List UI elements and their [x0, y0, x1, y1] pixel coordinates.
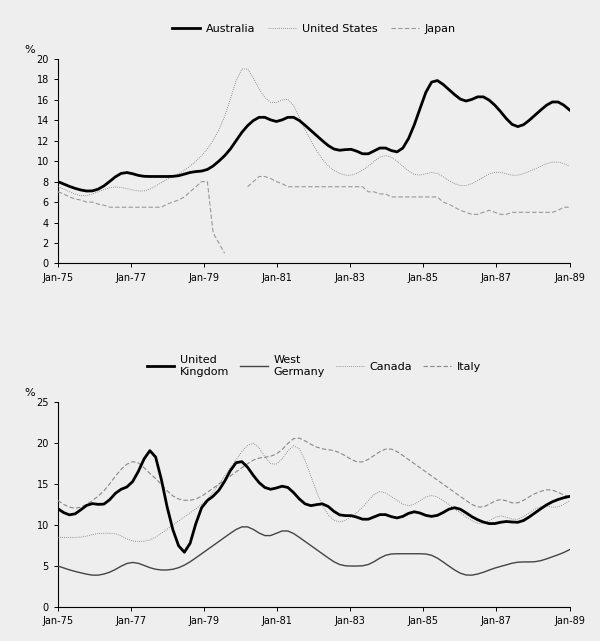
Y-axis label: %: %	[25, 388, 35, 398]
Legend: United
Kingdom, West
Germany, Canada, Italy: United Kingdom, West Germany, Canada, It…	[142, 351, 485, 381]
Legend: Australia, United States, Japan: Australia, United States, Japan	[168, 19, 460, 38]
Y-axis label: %: %	[25, 45, 35, 54]
